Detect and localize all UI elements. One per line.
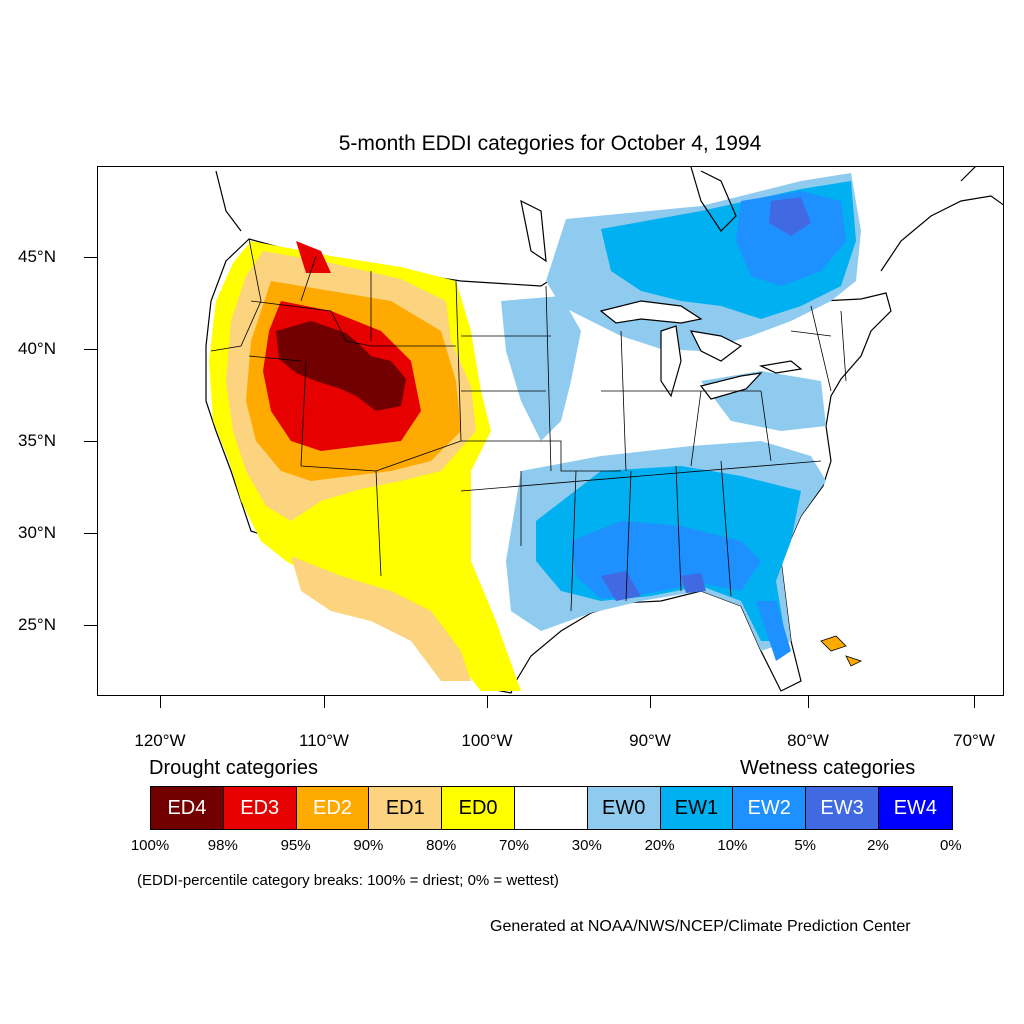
legend-break-label: 70% xyxy=(498,837,530,854)
lon-tick xyxy=(974,696,975,708)
lat-label-40: 40°N xyxy=(18,339,56,358)
legend-cell-ed4: ED4 xyxy=(151,787,224,829)
lon-label-120: 120°W xyxy=(134,731,186,750)
credit-line: Generated at NOAA/NWS/NCEP/Climate Predi… xyxy=(490,918,911,935)
legend-break-label: 0% xyxy=(939,837,962,854)
legend-cell-ed0: ED0 xyxy=(442,787,515,829)
ew2-region xyxy=(571,191,846,661)
bahamas-islands xyxy=(820,635,863,667)
legend-break-label: 95% xyxy=(280,837,311,854)
lon-label-80: 80°W xyxy=(787,731,829,750)
lon-label-90: 90°W xyxy=(629,731,671,750)
legend-cell-neutral xyxy=(514,787,588,829)
lat-label-25: 25°N xyxy=(18,615,56,634)
legend-cell-ew3: EW3 xyxy=(806,787,879,829)
canada-coastline xyxy=(215,167,1003,272)
map-title: 5-month EDDI categories for October 4, 1… xyxy=(338,132,762,155)
legend-cell-ew4: EW4 xyxy=(878,787,952,829)
state-borders xyxy=(210,238,847,612)
legend-cell-ed2: ED2 xyxy=(296,787,370,829)
lat-tick xyxy=(84,625,97,626)
wetness-categories-heading: Wetness categories xyxy=(740,757,916,779)
legend-color-bar: ED4 ED3 ED2 ED1 ED0 EW0 EW1 EW2 EW3 EW4 xyxy=(150,786,953,830)
legend-break-label: 20% xyxy=(644,837,675,854)
eddi-map xyxy=(205,167,1003,694)
legend-break-label: 10% xyxy=(717,837,748,854)
lat-tick xyxy=(84,441,97,442)
legend-break-label: 90% xyxy=(353,837,384,854)
legend-cell-ed3: ED3 xyxy=(223,787,297,829)
drought-categories-heading: Drought categories xyxy=(149,757,318,779)
great-lakes xyxy=(599,300,803,400)
legend-break-label: 100% xyxy=(130,837,170,854)
lon-tick xyxy=(487,696,488,708)
legend-break-label: 5% xyxy=(794,837,817,854)
lon-label-70: 70°W xyxy=(953,731,995,750)
map-frame xyxy=(97,166,1004,696)
legend-break-label: 98% xyxy=(207,837,238,854)
lat-tick xyxy=(84,533,97,534)
ed4-region xyxy=(276,321,406,411)
lat-label-30: 30°N xyxy=(18,523,56,542)
legend-break-label: 80% xyxy=(426,837,457,854)
lon-tick xyxy=(650,696,651,708)
legend-break-label: 30% xyxy=(571,837,602,854)
lon-label-110: 110°W xyxy=(299,731,349,750)
lat-tick xyxy=(84,349,97,350)
lon-tick xyxy=(160,696,161,708)
lat-label-45: 45°N xyxy=(18,247,56,266)
legend-cell-ew2: EW2 xyxy=(733,787,807,829)
legend-break-label: 2% xyxy=(867,837,889,854)
legend-cell-ed1: ED1 xyxy=(369,787,443,829)
legend-cell-ew0: EW0 xyxy=(587,787,661,829)
legend-cell-ew1: EW1 xyxy=(660,787,734,829)
lat-label-35: 35°N xyxy=(18,431,56,450)
lon-tick xyxy=(324,696,325,708)
lat-tick xyxy=(84,257,97,258)
lon-label-100: 100°W xyxy=(461,731,513,750)
lon-tick xyxy=(808,696,809,708)
breaks-note: (EDDI-percentile category breaks: 100% =… xyxy=(137,872,559,889)
